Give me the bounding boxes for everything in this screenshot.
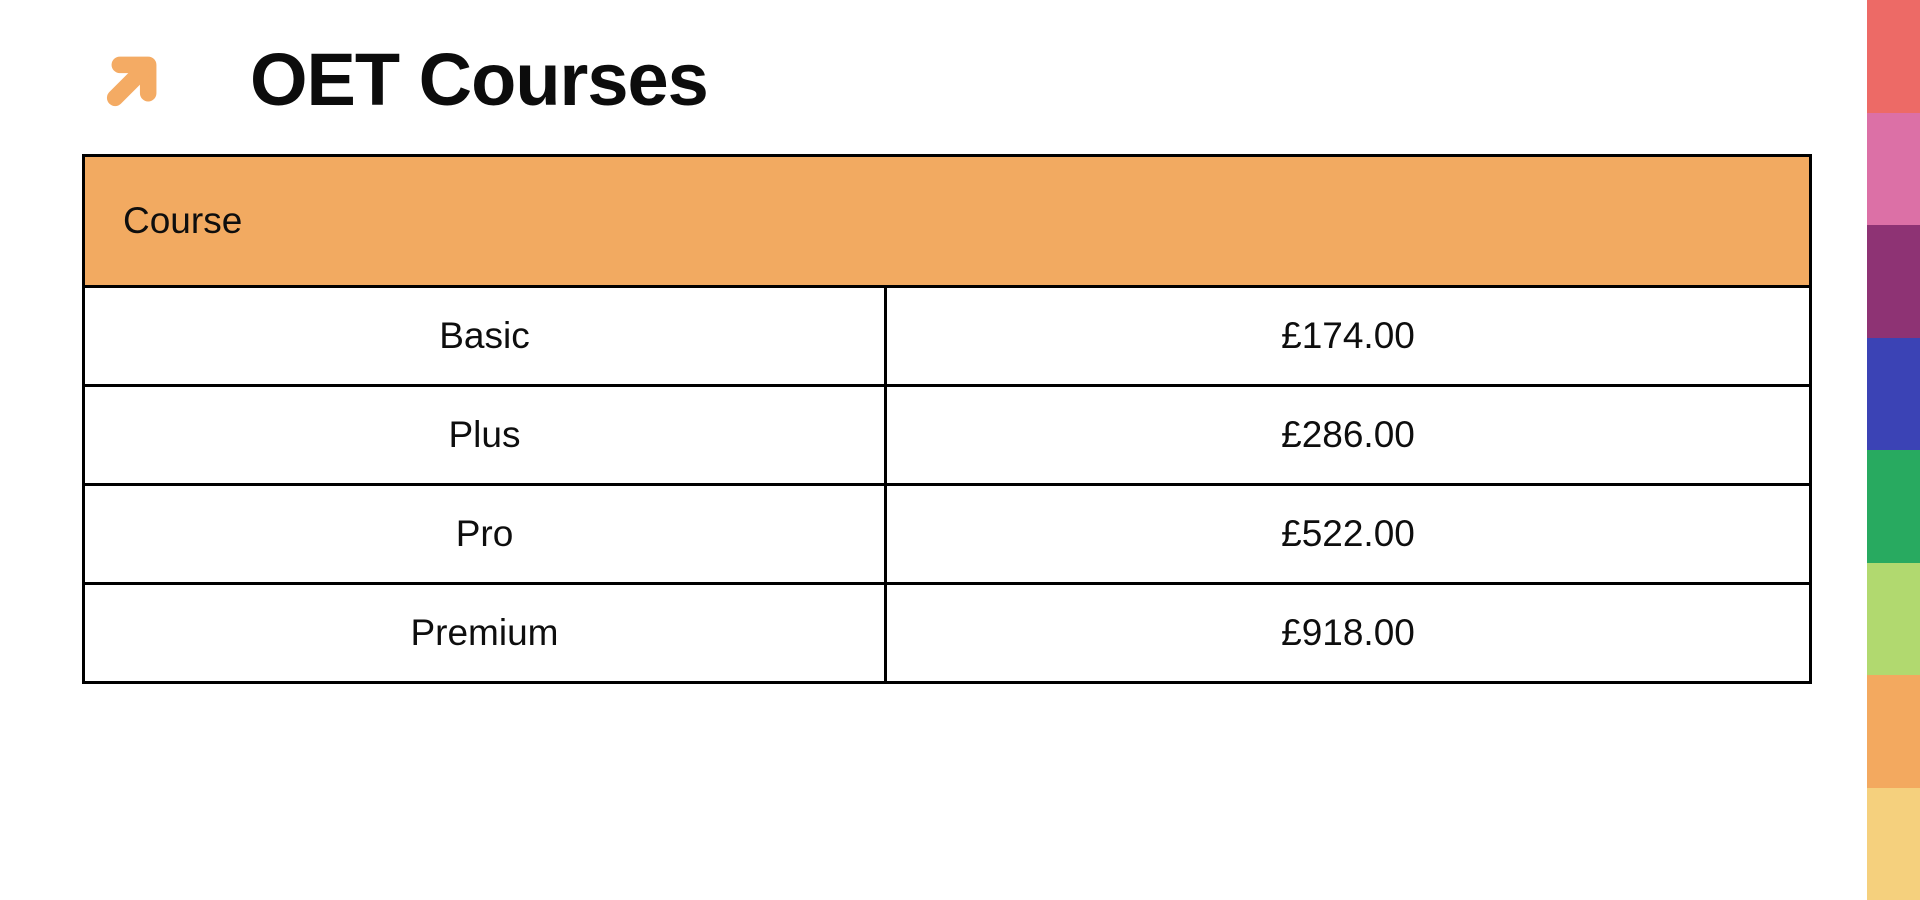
page-title: OET Courses bbox=[250, 38, 709, 121]
color-block-light-green bbox=[1867, 562, 1920, 675]
decorative-color-strip bbox=[1867, 0, 1920, 900]
price-cell: £918.00 bbox=[884, 582, 1812, 684]
table-row: Plus £286.00 bbox=[82, 384, 1812, 486]
price-cell: £174.00 bbox=[884, 285, 1812, 387]
price-cell: £522.00 bbox=[884, 483, 1812, 585]
table-row: Premium £918.00 bbox=[82, 582, 1812, 684]
course-pricing-table: Course Basic £174.00 Plus £286.00 Pro £5… bbox=[82, 154, 1812, 684]
price-cell: £286.00 bbox=[884, 384, 1812, 486]
course-cell: Basic bbox=[82, 285, 887, 387]
title-row: OET Courses bbox=[100, 38, 709, 121]
arrow-up-right-icon bbox=[106, 56, 157, 107]
table-header-row: Course bbox=[82, 154, 1812, 288]
color-block-purple bbox=[1867, 225, 1920, 338]
color-block-green bbox=[1867, 450, 1920, 563]
color-block-pink bbox=[1867, 112, 1920, 225]
color-block-orange bbox=[1867, 675, 1920, 788]
table-row: Pro £522.00 bbox=[82, 483, 1812, 585]
color-block-yellow bbox=[1867, 787, 1920, 900]
color-block-red bbox=[1867, 0, 1920, 113]
course-cell: Premium bbox=[82, 582, 887, 684]
course-cell: Plus bbox=[82, 384, 887, 486]
table-header-cell: Course bbox=[82, 154, 1812, 288]
color-block-blue bbox=[1867, 337, 1920, 450]
course-cell: Pro bbox=[82, 483, 887, 585]
table-row: Basic £174.00 bbox=[82, 285, 1812, 387]
